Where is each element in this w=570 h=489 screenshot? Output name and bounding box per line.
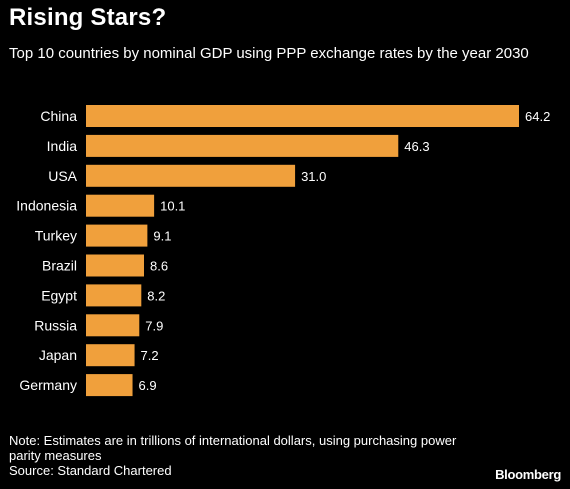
bar-chart: China 64.2 India 46.3 USA 31.0 Indonesia 10.1 Tu… — [16, 105, 550, 397]
value-label: 31.0 — [301, 169, 326, 184]
category-label: USA — [48, 168, 77, 184]
category-label: Russia — [34, 317, 77, 333]
chart-title: Rising Stars? — [9, 4, 167, 31]
category-label: Egypt — [41, 287, 77, 303]
category-label: Germany — [19, 377, 77, 393]
value-label: 8.2 — [147, 288, 165, 303]
value-label: 9.1 — [153, 229, 171, 244]
source-note: Source: Standard Chartered — [9, 463, 172, 478]
value-label: 6.9 — [139, 378, 157, 393]
bloomberg-logo: Bloomberg — [495, 467, 561, 482]
bar — [86, 134, 399, 157]
value-label: 64.2 — [525, 109, 550, 124]
value-label: 46.3 — [404, 139, 429, 154]
chart-footer: Note: Estimates are in trillions of inte… — [9, 433, 479, 478]
value-label: 10.1 — [160, 199, 185, 214]
category-label: China — [40, 108, 77, 124]
chart-subtitle: Top 10 countries by nominal GDP using PP… — [9, 45, 529, 62]
bar — [86, 224, 148, 247]
bar — [86, 374, 133, 397]
bar — [86, 254, 145, 277]
bar — [86, 164, 296, 187]
category-label: Brazil — [42, 258, 77, 274]
category-label: India — [47, 138, 78, 154]
bar — [86, 194, 155, 217]
bar — [86, 314, 140, 337]
value-label: 7.2 — [141, 348, 159, 363]
bar — [86, 105, 519, 127]
value-label: 7.9 — [145, 318, 163, 333]
bar — [86, 344, 135, 367]
footnote: Note: Estimates are in trillions of inte… — [9, 433, 457, 463]
category-label: Indonesia — [16, 198, 77, 214]
category-label: Turkey — [35, 228, 77, 244]
value-label: 8.6 — [150, 259, 168, 274]
category-label: Japan — [39, 347, 77, 363]
bar — [86, 284, 142, 307]
